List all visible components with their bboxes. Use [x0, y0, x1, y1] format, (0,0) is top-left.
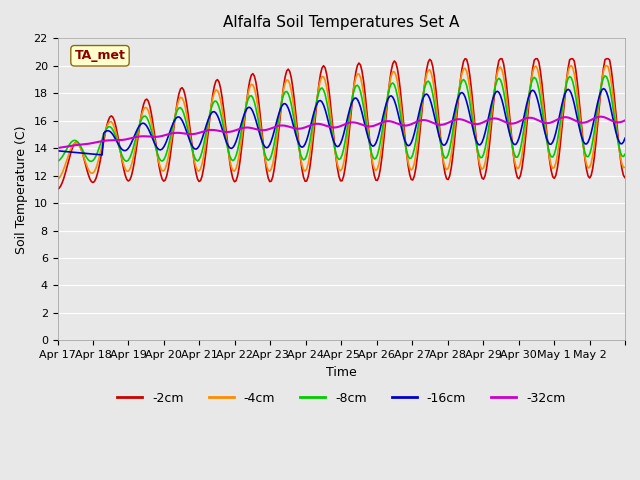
-8cm	[54, 158, 61, 164]
-16cm	[154, 145, 161, 151]
-32cm	[467, 120, 475, 126]
X-axis label: Time: Time	[326, 366, 356, 379]
-8cm	[549, 154, 557, 160]
-16cm	[621, 135, 629, 141]
-2cm	[282, 74, 289, 80]
-32cm	[621, 118, 629, 123]
-2cm	[275, 125, 283, 131]
-32cm	[152, 134, 160, 140]
Line: -16cm: -16cm	[58, 89, 625, 155]
-2cm	[521, 140, 529, 146]
Line: -8cm: -8cm	[58, 76, 625, 161]
Title: Alfalfa Soil Temperatures Set A: Alfalfa Soil Temperatures Set A	[223, 15, 460, 30]
-2cm	[621, 175, 629, 180]
Y-axis label: Soil Temperature (C): Soil Temperature (C)	[15, 125, 28, 253]
-8cm	[276, 104, 284, 110]
Line: -2cm: -2cm	[58, 59, 625, 189]
-16cm	[521, 109, 529, 115]
-4cm	[54, 177, 61, 182]
-4cm	[547, 162, 555, 168]
Text: TA_met: TA_met	[74, 49, 125, 62]
Line: -4cm: -4cm	[58, 66, 625, 180]
-8cm	[521, 118, 529, 123]
-32cm	[275, 123, 283, 129]
-16cm	[469, 126, 477, 132]
-16cm	[600, 86, 607, 92]
Line: -32cm: -32cm	[58, 117, 625, 148]
-4cm	[282, 80, 289, 86]
-2cm	[469, 99, 477, 105]
-2cm	[549, 174, 557, 180]
-8cm	[154, 151, 161, 157]
-32cm	[547, 120, 555, 125]
-16cm	[283, 102, 291, 108]
-16cm	[549, 139, 557, 145]
Legend: -2cm, -4cm, -8cm, -16cm, -32cm: -2cm, -4cm, -8cm, -16cm, -32cm	[112, 387, 570, 410]
-8cm	[621, 151, 629, 157]
-2cm	[461, 56, 469, 61]
-4cm	[621, 165, 629, 170]
-32cm	[520, 117, 527, 122]
-32cm	[596, 114, 604, 120]
-4cm	[467, 96, 475, 102]
-2cm	[152, 142, 160, 148]
-32cm	[54, 145, 61, 151]
-32cm	[282, 123, 289, 129]
-16cm	[54, 148, 61, 154]
-4cm	[152, 145, 160, 151]
-8cm	[88, 158, 95, 164]
-2cm	[54, 186, 61, 192]
-4cm	[275, 118, 283, 124]
-16cm	[99, 152, 106, 158]
-8cm	[469, 119, 477, 125]
-4cm	[567, 63, 575, 69]
-8cm	[601, 73, 609, 79]
-4cm	[520, 142, 527, 147]
-8cm	[283, 89, 291, 95]
-16cm	[276, 106, 284, 112]
